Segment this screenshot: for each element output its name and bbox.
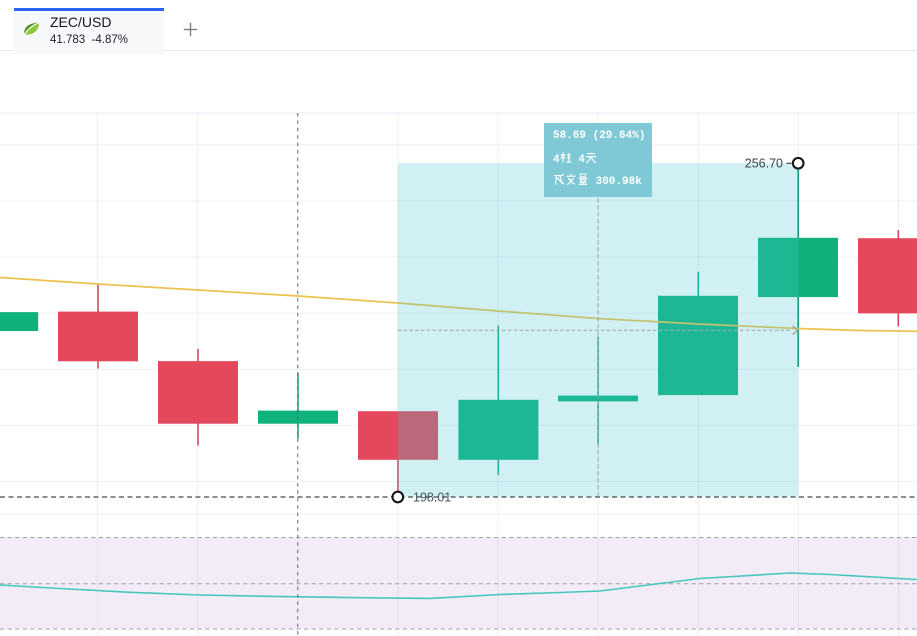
svg-text:198.01: 198.01 <box>413 491 451 505</box>
svg-text:256.70: 256.70 <box>745 157 783 171</box>
